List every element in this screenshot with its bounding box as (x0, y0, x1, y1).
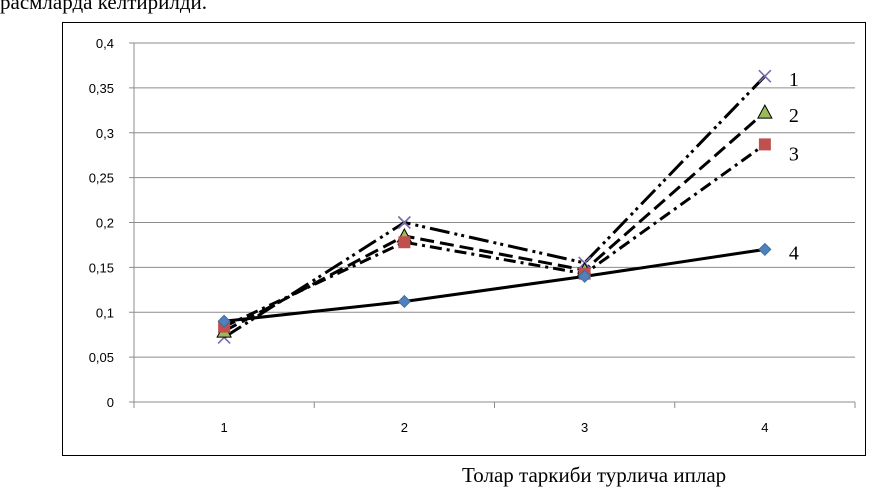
series-lines (223, 75, 766, 339)
grid-lines (134, 42, 855, 358)
axes (129, 42, 856, 408)
y-tick-label: 0,4 (96, 36, 114, 51)
series-label-2: 2 (789, 105, 799, 127)
data-point-series-4 (578, 269, 592, 283)
data-point-series-1 (397, 215, 411, 230)
x-tick-label: 1 (221, 420, 228, 435)
series-label-1: 1 (789, 69, 799, 91)
x-tick-label: 2 (401, 420, 408, 435)
data-point-series-2 (757, 104, 773, 119)
y-tick-label: 0,2 (96, 216, 114, 231)
y-tick-labels: 0 0,05 0,1 0,15 0,2 0,25 0,3 0,35 0,4 (89, 36, 114, 410)
x-tick-label: 4 (761, 420, 768, 435)
series-label-4: 4 (789, 242, 799, 264)
y-tick-label: 0 (107, 395, 114, 410)
data-point-series-3 (758, 138, 771, 151)
series-line-3 (223, 143, 766, 328)
chart-frame (62, 22, 866, 456)
series-line-4 (223, 247, 766, 323)
caption-fragment: расмларда келтирилди. (0, 0, 207, 14)
series-label-3: 3 (789, 143, 799, 165)
series-labels: 1 2 3 4 (789, 69, 799, 264)
data-point-series-4 (397, 294, 411, 309)
series-markers (216, 69, 773, 344)
y-tick-label: 0,15 (89, 260, 114, 275)
x-tick-label: 3 (581, 420, 588, 435)
y-tick-label: 0,3 (96, 126, 114, 141)
data-point-series-3 (398, 236, 411, 249)
y-tick-label: 0,05 (89, 350, 114, 365)
data-point-series-4 (758, 242, 772, 256)
data-point-series-1 (758, 69, 772, 83)
y-tick-label: 0,1 (96, 305, 114, 320)
series-line-2 (223, 110, 766, 333)
data-point-series-4 (217, 314, 231, 328)
x-axis-title: Толар таркиби турлича иплар (462, 463, 727, 487)
y-tick-label: 0,35 (89, 81, 114, 96)
series-line-1 (223, 75, 766, 339)
y-tick-label: 0,25 (89, 171, 114, 186)
x-tick-labels: 1 2 3 4 (221, 420, 769, 435)
